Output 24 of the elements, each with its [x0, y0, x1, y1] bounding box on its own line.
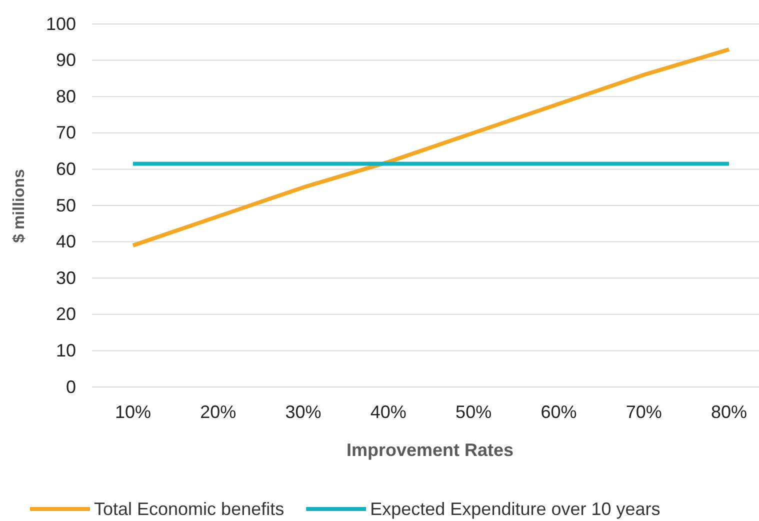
y-tick-label: 100 [46, 14, 76, 34]
y-tick-label: 30 [56, 268, 76, 288]
y-axis-title: $ millions [11, 169, 28, 243]
y-tick-label: 60 [56, 158, 76, 179]
y-tick-label: 50 [56, 195, 76, 216]
y-tick-label: 40 [56, 232, 76, 252]
x-axis-title: Improvement Rates [346, 440, 514, 460]
x-tick-label: 20% [200, 402, 236, 422]
x-tick-label: 50% [456, 402, 492, 422]
x-tick-label: 30% [285, 402, 322, 422]
x-tick-label: 70% [626, 402, 662, 422]
y-tick-label: 80 [56, 86, 76, 106]
x-tick-label: 80% [710, 402, 748, 422]
y-tick-label: 20 [56, 304, 76, 324]
x-tick-label: 40% [370, 402, 406, 422]
legend-label: Expected Expenditure over 10 years [370, 499, 660, 519]
x-tick-label: 60% [540, 402, 577, 422]
y-tick-label: 0 [66, 376, 76, 397]
y-tick-label: 90 [56, 50, 76, 70]
y-tick-label: 70 [56, 122, 76, 143]
legend-label: Total Economic benefits [94, 499, 284, 519]
y-tick-label: 10 [56, 340, 76, 360]
line-series [131, 47, 731, 248]
x-tick-label: 10% [114, 402, 152, 422]
